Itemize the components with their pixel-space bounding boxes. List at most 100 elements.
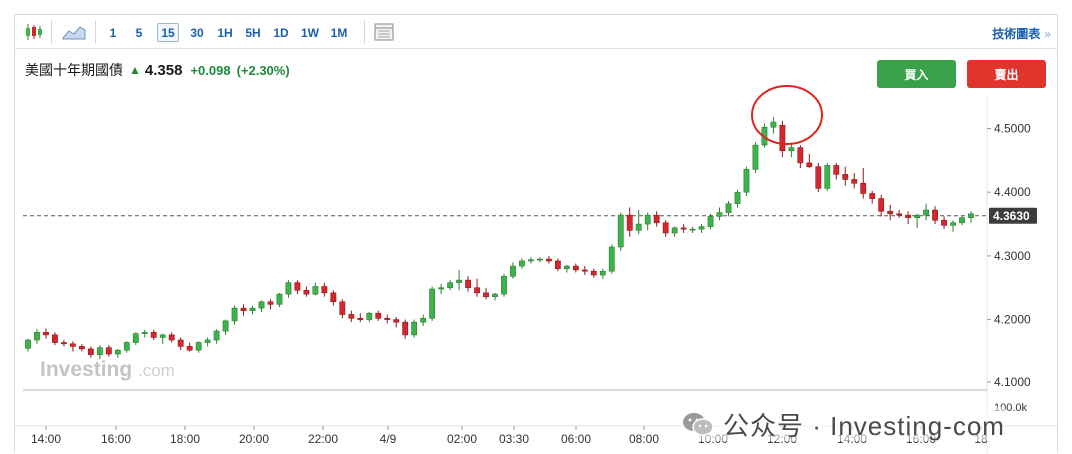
candle-body	[914, 214, 921, 218]
candle-body	[590, 270, 597, 276]
y-tick-label: 4.4000	[994, 185, 1031, 199]
wechat-watermark: 公众号 · Investing-com	[681, 407, 1005, 441]
candle-body	[932, 209, 938, 221]
candle-body	[465, 279, 471, 289]
candle-body	[339, 301, 346, 315]
candle-body	[905, 214, 912, 218]
toolbar-divider	[51, 21, 52, 43]
candle-body	[770, 121, 777, 128]
candle-body	[824, 165, 831, 189]
candle-body	[599, 270, 606, 276]
candle-body	[734, 191, 741, 204]
buy-button[interactable]: 買入	[877, 60, 956, 88]
interval-1mo-button[interactable]: 1M	[330, 25, 348, 40]
candle-body	[680, 227, 687, 230]
candle-body	[869, 193, 876, 199]
interval-15m-button[interactable]: 15	[157, 23, 179, 42]
candle-body	[608, 246, 615, 272]
candle-body	[563, 265, 570, 269]
candle-body	[114, 349, 121, 355]
last-price: 4.358	[144, 61, 183, 79]
candle-body	[393, 319, 400, 323]
area-chart-icon[interactable]	[61, 22, 87, 42]
interval-1h-button[interactable]: 1H	[217, 25, 233, 40]
candle-body	[429, 288, 436, 319]
candle-body	[150, 332, 157, 338]
candle-body	[96, 347, 103, 355]
candle-body	[635, 223, 642, 231]
candle-body	[204, 339, 211, 343]
candle-body	[402, 321, 409, 336]
candle-body	[159, 334, 166, 338]
candle-body	[438, 287, 445, 290]
candle-body	[806, 162, 813, 168]
price-change-percent: (+2.30%)	[236, 62, 290, 78]
interval-5m-button[interactable]: 5	[135, 25, 143, 40]
x-tick-label: 16:00	[101, 432, 131, 446]
candle-body	[123, 342, 130, 351]
candle-body	[941, 219, 947, 226]
candle-body	[141, 332, 148, 334]
candle-body	[707, 216, 714, 227]
investing-watermark-suffix: .com	[138, 361, 175, 380]
candle-body	[537, 258, 543, 261]
technical-chart-link[interactable]: 技術圖表»	[992, 25, 1051, 42]
candle-body	[959, 217, 965, 224]
candle-body	[644, 214, 651, 225]
y-tick-label: 4.5000	[994, 122, 1031, 136]
candlestick-chart-icon[interactable]	[23, 22, 45, 42]
candle-body	[78, 346, 85, 350]
candle-body	[195, 342, 202, 351]
candle-body	[519, 260, 525, 267]
price-change: +0.098	[190, 62, 231, 78]
interval-1w-button[interactable]: 1W	[301, 25, 319, 40]
candle-body	[617, 214, 624, 248]
interval-1d-button[interactable]: 1D	[273, 25, 289, 40]
candle-body	[240, 307, 247, 311]
candle-body	[671, 227, 678, 234]
candle-body	[923, 209, 929, 216]
candle-body	[285, 282, 292, 295]
candle-body	[545, 258, 552, 262]
interval-30m-button[interactable]: 30	[190, 25, 204, 40]
wechat-icon	[683, 413, 714, 436]
sell-button[interactable]: 賣出	[967, 60, 1046, 88]
candle-body	[878, 198, 885, 212]
investing-watermark: Investing	[40, 358, 132, 381]
candle-body	[186, 346, 193, 351]
interval-1m-button[interactable]: 1	[109, 25, 117, 40]
y-tick-label: 4.1000	[994, 375, 1031, 389]
interval-5h-button[interactable]: 5H	[245, 25, 261, 40]
candle-body	[276, 293, 283, 305]
x-tick-label: 22:00	[308, 432, 338, 446]
x-tick-label: 4/9	[380, 432, 397, 446]
highlight-circle	[751, 85, 823, 145]
price-chart[interactable]: 4.50004.40004.30004.20004.1000100.0k14:0…	[15, 15, 1059, 454]
candle-body	[34, 332, 40, 341]
toolbar-divider	[95, 21, 96, 43]
candle-body	[833, 165, 840, 175]
candle-body	[887, 211, 894, 215]
candle-body	[474, 287, 480, 294]
watermark-text: 公众号 · Investing-com	[723, 410, 1005, 441]
candle-body	[52, 334, 58, 343]
candle-body	[258, 301, 265, 309]
candle-body	[851, 179, 858, 184]
candle-body	[752, 144, 759, 170]
x-tick-label: 14:00	[31, 432, 61, 446]
candle-body	[177, 339, 184, 347]
last-price-badge-label: 4.3630	[993, 209, 1030, 223]
candle-body	[788, 147, 795, 152]
x-tick-label: 06:00	[561, 432, 591, 446]
x-tick-label: 18:00	[170, 432, 200, 446]
table-view-icon[interactable]	[373, 22, 395, 42]
candle-body	[950, 222, 956, 226]
candle-body	[842, 174, 849, 180]
candle-body	[267, 301, 274, 305]
candle-body	[501, 275, 507, 295]
x-tick-label: 02:00	[447, 432, 477, 446]
x-tick-label: 20:00	[239, 432, 269, 446]
candle-body	[815, 166, 822, 189]
candle-body	[249, 307, 256, 311]
candle-body	[321, 286, 328, 294]
